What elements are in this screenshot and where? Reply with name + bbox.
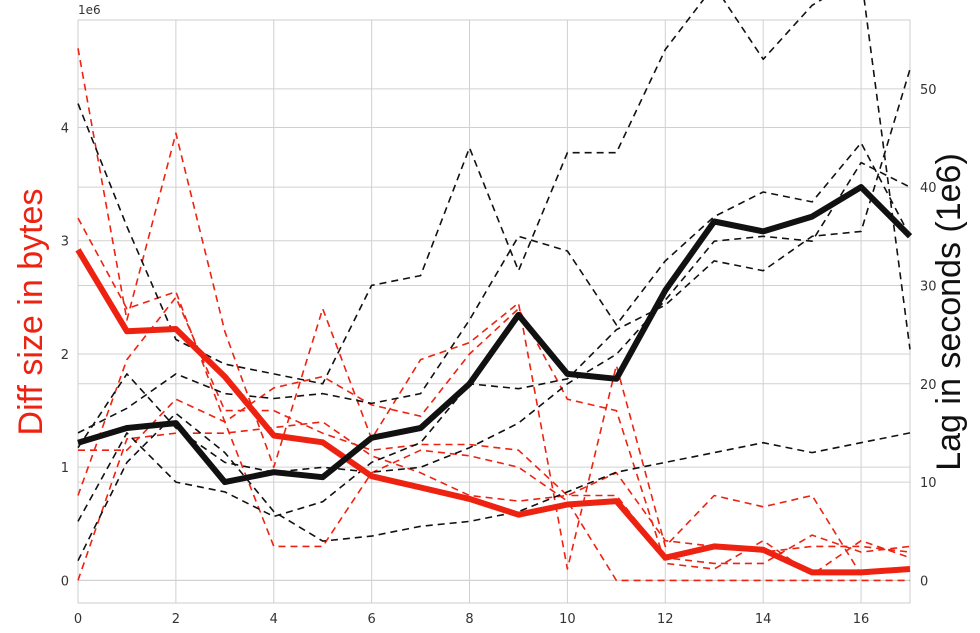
left-y-tick-label-0: 0 — [61, 574, 69, 589]
x-tick-label-14: 14 — [755, 612, 772, 627]
lag-series-run-8 — [77, 142, 911, 434]
lag-series-run-11 — [77, 161, 911, 474]
left-y-tick-label-1: 1 — [61, 461, 69, 476]
diff-size-series-run-2 — [77, 217, 911, 576]
right-y-tick-label-0: 0 — [920, 574, 928, 589]
left-y-tick-label-3: 3 — [61, 235, 69, 250]
lag-series-mean-6 — [77, 184, 913, 486]
right-y-tick-label-10: 10 — [920, 476, 937, 491]
left-y-tick-label-2: 2 — [61, 348, 69, 363]
right-y-tick-label-50: 50 — [920, 83, 937, 98]
x-tick-label-2: 2 — [172, 612, 180, 627]
right-y-tick-label-30: 30 — [920, 279, 937, 294]
plot-area-frame — [77, 19, 911, 604]
x-tick-label-6: 6 — [368, 612, 376, 627]
x-tick-label-8: 8 — [465, 612, 473, 627]
lag-series-run-7 — [77, 0, 911, 385]
x-tick-label-4: 4 — [270, 612, 278, 627]
lag-series-run-10 — [77, 68, 911, 522]
diff-size-series-run-1 — [77, 48, 911, 576]
left-axis-label: Diff size in bytes — [12, 189, 50, 436]
left-axis-offset-label: 1e6 — [78, 3, 101, 17]
right-axis-label: Lag in seconds (1e6) — [930, 153, 968, 471]
x-tick-label-16: 16 — [853, 612, 870, 627]
right-y-tick-label-20: 20 — [920, 378, 937, 393]
diff-size-series-mean-0 — [75, 248, 911, 576]
grid-lines — [77, 20, 910, 603]
diff-size-series-run-4 — [78, 398, 910, 582]
tick-labels: 0246810121416012340102030405060 — [61, 83, 937, 627]
left-y-tick-label-4: 4 — [61, 122, 69, 137]
series-layer — [75, 0, 913, 582]
x-tick-label-0: 0 — [74, 612, 82, 627]
x-tick-label-10: 10 — [559, 612, 576, 627]
diff-size-series-run-5 — [77, 296, 911, 565]
right-y-tick-label-40: 40 — [920, 181, 937, 196]
x-tick-label-12: 12 — [657, 612, 674, 627]
lag-series-run-9 — [77, 412, 911, 562]
